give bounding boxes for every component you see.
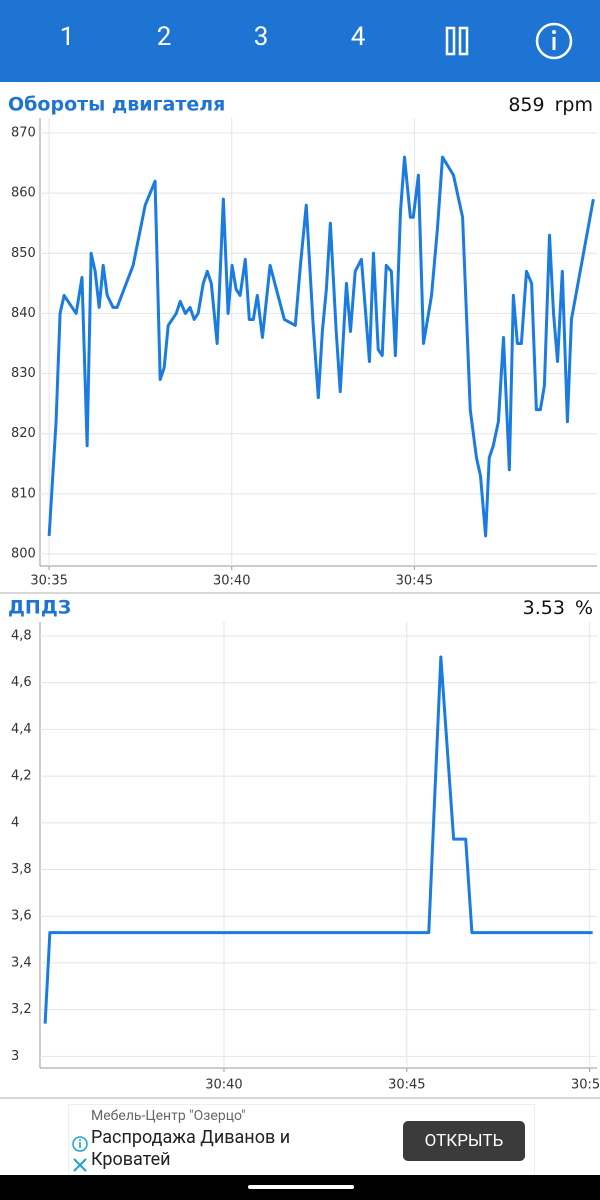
y-tick-label: 830: [11, 366, 36, 381]
home-indicator: [248, 1185, 354, 1189]
y-tick-label: 870: [11, 126, 36, 141]
pause-button[interactable]: [440, 24, 474, 58]
y-tick-label: 3,2: [11, 1002, 32, 1017]
chart-title: ДПДЗ: [8, 597, 71, 619]
current-value-number: 859: [508, 94, 544, 116]
y-tick-label: 840: [11, 306, 36, 321]
y-tick-label: 4,8: [11, 629, 32, 644]
ad-headline: Распродажа Диванов и Кроватей: [91, 1127, 291, 1170]
current-value-unit: %: [575, 597, 593, 619]
y-tick-label: 860: [11, 186, 36, 201]
x-tick-label: 30:40: [205, 1078, 242, 1093]
nav-bar: [0, 1175, 600, 1200]
ad-icons: [72, 1136, 88, 1172]
y-tick-label: 850: [11, 246, 36, 261]
data-line: [47, 155, 595, 538]
data-line: [43, 655, 593, 1024]
tab[interactable]: 2: [156, 22, 172, 52]
y-tick-label: 820: [11, 426, 36, 441]
x-tick-label: 30:40: [213, 574, 250, 589]
charts: Обороты двигателя 859 rpm 800 810 820 830 840 85…: [0, 94, 600, 1099]
current-value: 3.53%: [523, 597, 593, 619]
top-bar: 1 2 3 4: [0, 0, 600, 82]
y-tick-label: 4: [11, 815, 19, 830]
y-tick-label: 3: [11, 1049, 19, 1064]
ad-advertiser: Мебель-Центр "Озерцо": [91, 1108, 246, 1124]
x-tick-label: 30:50: [571, 1078, 600, 1093]
y-tick-label: 810: [11, 486, 36, 501]
y-tick-label: 800: [11, 546, 36, 561]
x-tick-label: 30:45: [396, 574, 433, 589]
tab[interactable]: 3: [253, 22, 269, 52]
ad-banner: Мебель-Центр "Озерцо" Распродажа Диванов…: [0, 1100, 600, 1176]
x-tick-label: 30:45: [388, 1078, 425, 1093]
current-value: 859 rpm: [508, 94, 593, 116]
y-tick-label: 4,6: [11, 675, 32, 690]
tab[interactable]: 1: [59, 22, 75, 52]
y-tick-label: 3,6: [11, 909, 32, 924]
ad-button[interactable]: ОТКРЫТЬ: [403, 1121, 525, 1161]
tab[interactable]: 4: [350, 22, 366, 52]
chart-title: Обороты двигателя: [8, 94, 225, 116]
current-value-number: 3.53: [523, 597, 565, 619]
info-button[interactable]: [534, 21, 574, 61]
current-value-unit: rpm: [555, 94, 593, 116]
ad-box[interactable]: Мебель-Центр "Озерцо" Распродажа Диванов…: [68, 1104, 535, 1176]
y-tick-label: 4,4: [11, 722, 32, 737]
y-tick-label: 3,4: [11, 955, 32, 970]
y-tick-label: 3,8: [11, 862, 32, 877]
y-tick-label: 4,2: [11, 769, 32, 784]
x-tick-label: 30:35: [30, 574, 67, 589]
